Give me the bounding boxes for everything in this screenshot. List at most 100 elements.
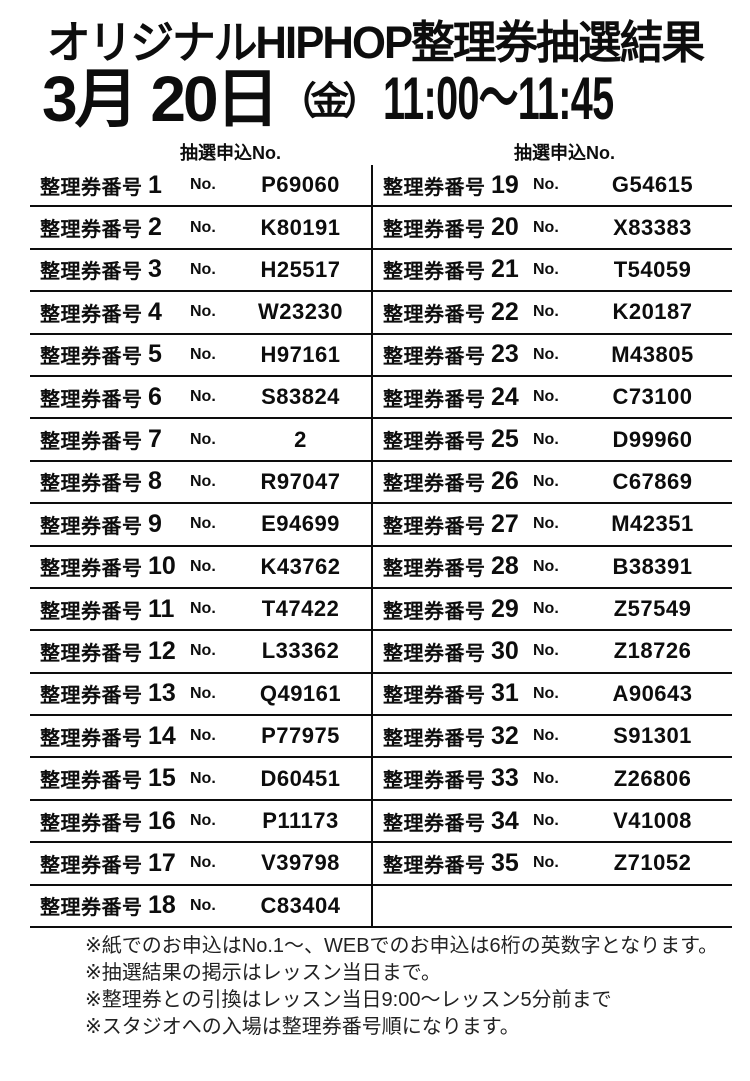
- table-row: 整理券番号 29 No. Z57549: [373, 589, 732, 632]
- ticket-number: 6: [148, 382, 162, 411]
- table-row: 整理券番号 12 No. L33362: [30, 631, 371, 674]
- table-row: 整理券番号 26 No. C67869: [373, 462, 732, 505]
- table-row: 整理券番号 25 No. D99960: [373, 419, 732, 462]
- no-label: No.: [533, 854, 559, 872]
- no-label: No.: [190, 388, 216, 406]
- application-code: H25517: [260, 256, 341, 282]
- table-row: 整理券番号 17 No. V39798: [30, 843, 371, 886]
- no-label: No.: [190, 472, 216, 490]
- footer-notes: ※紙でのお申込はNo.1～、WEBでのお申込は6桁の英数字となります。 ※抽選結…: [85, 933, 750, 1041]
- no-label: No.: [533, 515, 559, 533]
- row-label: 整理券番号: [40, 473, 143, 496]
- table-row: 整理券番号 9 No. E94699: [30, 504, 371, 547]
- no-label: No.: [190, 557, 216, 575]
- no-label: No.: [190, 218, 216, 236]
- table-row: 整理券番号 10 No. K43762: [30, 547, 371, 589]
- date-text: 3月 20日: [42, 63, 280, 135]
- application-code: T47422: [261, 596, 340, 622]
- no-label: No.: [190, 303, 216, 321]
- ticket-number: 11: [148, 594, 175, 623]
- application-code: S91301: [613, 723, 692, 749]
- ticket-number: 25: [491, 425, 519, 454]
- no-label: No.: [533, 303, 559, 321]
- ticket-number: 30: [491, 636, 519, 665]
- ticket-number: 26: [491, 467, 519, 496]
- application-code: K43762: [260, 553, 341, 579]
- ticket-number: 7: [148, 425, 162, 454]
- no-label: No.: [533, 388, 559, 406]
- table-row: 整理券番号 22 No. K20187: [373, 292, 732, 335]
- no-label: No.: [533, 557, 559, 575]
- application-code: K20187: [612, 299, 693, 325]
- application-code: D60451: [260, 765, 341, 791]
- application-code: L33362: [261, 638, 340, 664]
- row-label: 整理券番号: [40, 346, 143, 369]
- ticket-number: 29: [491, 594, 519, 623]
- no-label: No.: [533, 812, 559, 830]
- application-code: C73100: [612, 384, 693, 410]
- ticket-number: 34: [491, 806, 519, 835]
- row-label: 整理券番号: [383, 685, 486, 708]
- no-label: No.: [190, 345, 216, 363]
- ticket-number: 31: [491, 679, 519, 708]
- ticket-number: 27: [491, 509, 519, 538]
- ticket-number: 13: [148, 679, 176, 708]
- ticket-column-right: 整理券番号 19 No. G54615 整理券番号 20 No. X83383: [371, 165, 732, 929]
- note-line: ※整理券との引換はレッスン当日9:00～レッスン5分前まで: [85, 989, 612, 1012]
- application-code: M43805: [611, 341, 694, 367]
- table-row: 整理券番号 5 No. H97161: [30, 335, 371, 377]
- ticket-number: 17: [148, 848, 176, 877]
- date-weekday: （金）: [278, 81, 381, 123]
- ticket-number: 2: [148, 213, 162, 242]
- column-header-left: 抽選申込No.: [180, 143, 281, 163]
- application-code: X83383: [613, 214, 692, 240]
- ticket-number: 32: [491, 721, 519, 750]
- table-row: 整理券番号 35 No. Z71052: [373, 843, 732, 886]
- ticket-number: 15: [148, 764, 176, 793]
- application-code: G54615: [611, 172, 694, 198]
- ticket-table: 抽選申込No. 抽選申込No. 整理券番号 1 No. P69060: [30, 139, 732, 929]
- ticket-number: 10: [148, 552, 176, 581]
- page-title: オリジナルHIPHOP整理券抽選結果: [46, 17, 705, 68]
- row-label: 整理券番号: [383, 346, 486, 369]
- row-label: 整理券番号: [383, 431, 486, 454]
- no-label: No.: [533, 472, 559, 490]
- row-label: 整理券番号: [40, 854, 143, 877]
- no-label: No.: [190, 642, 216, 660]
- column-header-right: 抽選申込No.: [514, 143, 615, 163]
- application-code: W23230: [258, 299, 343, 325]
- row-label: 整理券番号: [40, 515, 143, 538]
- no-label: No.: [533, 727, 559, 745]
- date-line: 3月 20日 （金） 11:00～11:45: [42, 67, 750, 131]
- ticket-number: 35: [491, 848, 519, 877]
- no-label: No.: [190, 260, 216, 278]
- ticket-number: 33: [491, 764, 519, 793]
- ticket-number: 8: [148, 467, 162, 496]
- row-label: 整理券番号: [40, 176, 143, 199]
- row-label: 整理券番号: [40, 261, 143, 284]
- note-line: ※抽選結果の掲示はレッスン当日まで。: [85, 962, 441, 985]
- ticket-number: 5: [148, 340, 162, 369]
- row-label: 整理券番号: [40, 303, 143, 326]
- table-row: 整理券番号 14 No. P77975: [30, 716, 371, 759]
- table-row: 整理券番号 11 No. T47422: [30, 589, 371, 632]
- application-code: H97161: [260, 341, 341, 367]
- no-label: No.: [533, 218, 559, 236]
- table-row: 整理券番号 24 No. C73100: [373, 377, 732, 420]
- application-code: M42351: [611, 511, 694, 537]
- no-label: No.: [533, 176, 559, 194]
- application-code: P69060: [261, 172, 340, 198]
- row-label: 整理券番号: [383, 727, 486, 750]
- row-label: 整理券番号: [383, 176, 486, 199]
- row-label: 整理券番号: [40, 812, 143, 835]
- row-label: 整理券番号: [383, 812, 486, 835]
- application-code: Q49161: [259, 680, 342, 706]
- row-label: 整理券番号: [40, 558, 143, 581]
- table-row: 整理券番号 18 No. C83404: [30, 886, 371, 929]
- table-row: 整理券番号 33 No. Z26806: [373, 758, 732, 801]
- no-label: No.: [533, 684, 559, 702]
- row-label: 整理券番号: [40, 431, 143, 454]
- row-label: 整理券番号: [383, 642, 486, 665]
- application-code: Z71052: [613, 850, 692, 876]
- application-code: T54059: [613, 256, 692, 282]
